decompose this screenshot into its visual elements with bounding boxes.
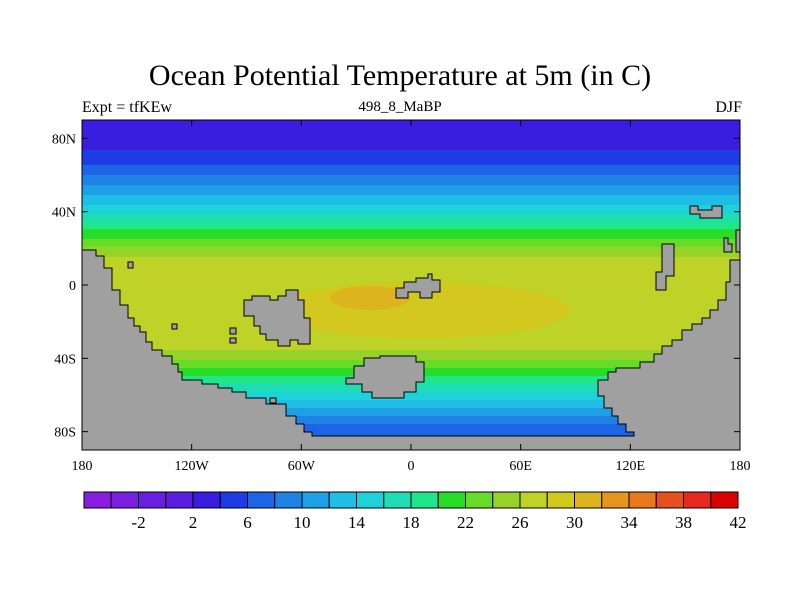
colorbar-box (601, 491, 630, 509)
colorbar-box (655, 491, 684, 509)
colorbar-box (165, 491, 194, 509)
colorbar-box (192, 491, 221, 509)
colorbar-box (247, 491, 276, 509)
colorbar-box (628, 491, 657, 509)
colorbar-box (492, 491, 521, 509)
colorbar-label: 14 (348, 513, 366, 532)
colorbar-box (301, 491, 330, 509)
y-tick-label: 80S (54, 426, 76, 441)
colorbar-box (274, 491, 303, 509)
y-axis: 80N 40N 0 40S 80S (52, 132, 740, 441)
x-tick-label: 0 (408, 459, 415, 474)
colorbar-box (83, 491, 112, 509)
y-tick-label: 0 (69, 279, 76, 294)
colorbar-label: 26 (512, 513, 529, 532)
colorbar-label: 10 (294, 513, 311, 532)
colorbar-label: 30 (566, 513, 583, 532)
x-tick-label: 120E (616, 459, 646, 474)
colorbar-box (683, 491, 712, 509)
x-tick-label: 180 (72, 459, 93, 474)
y-tick-label: 40S (54, 352, 76, 367)
colorbar-label: 34 (621, 513, 639, 532)
colorbar-box (710, 491, 739, 509)
colorbar-box (465, 491, 494, 509)
colorbar-box (410, 491, 439, 509)
colorbar-label: 22 (457, 513, 474, 532)
colorbar-box (328, 491, 357, 509)
colorbar-box (219, 491, 248, 509)
colorbar-box (383, 491, 412, 509)
map-title: Ocean Potential Temperature at 5m (in C) (148, 59, 652, 92)
y-tick-label: 80N (52, 132, 76, 147)
x-tick-label: 120W (175, 459, 210, 474)
x-tick-label: 60W (288, 459, 316, 474)
colorbar-box (110, 491, 139, 509)
colorbar-label: 42 (730, 513, 747, 532)
colorbar-label: -2 (131, 513, 145, 532)
time-label: 498_8_MaBP (358, 99, 442, 115)
colorbar: -2 2 6 10 14 18 22 26 30 34 38 42 (83, 491, 747, 532)
x-axis: 180 120W 60W 0 60E 120E 180 (72, 120, 751, 474)
experiment-label: Expt = tfKEw (82, 99, 172, 116)
colorbar-label: 38 (675, 513, 692, 532)
colorbar-box (356, 491, 385, 509)
y-tick-label: 40N (52, 206, 76, 221)
temperature-field (82, 120, 740, 450)
colorbar-box (574, 491, 603, 509)
x-tick-label: 180 (730, 459, 751, 474)
colorbar-box (546, 491, 575, 509)
colorbar-label: 18 (403, 513, 420, 532)
colorbar-label: 2 (189, 513, 198, 532)
colorbar-box (437, 491, 466, 509)
colorbar-box (519, 491, 548, 509)
x-tick-label: 60E (509, 459, 532, 474)
colorbar-box (138, 491, 167, 509)
season-label: DJF (715, 99, 742, 116)
colorbar-label: 6 (243, 513, 252, 532)
land-mass (82, 205, 740, 450)
